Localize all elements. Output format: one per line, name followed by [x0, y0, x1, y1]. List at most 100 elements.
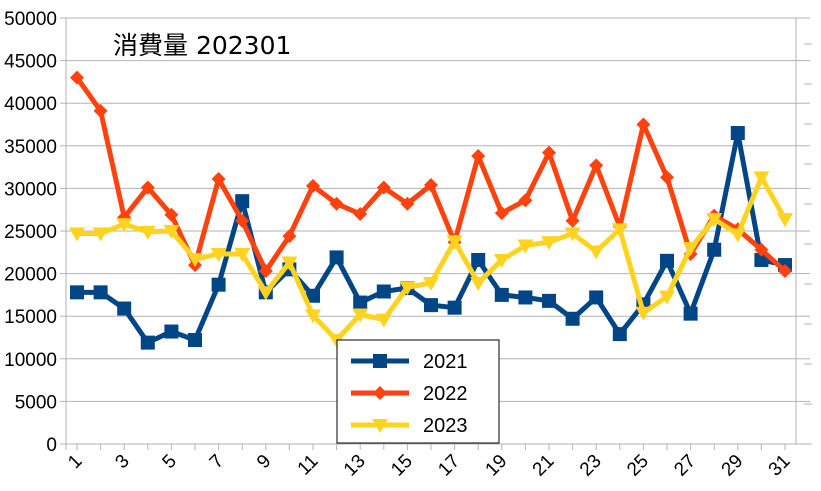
y-tick-label: 35000: [4, 137, 57, 158]
data-point: [730, 126, 745, 141]
y-tick-label: 40000: [4, 94, 57, 115]
data-point: [611, 223, 628, 238]
y-tick-label: 30000: [4, 179, 57, 200]
data-point: [542, 145, 556, 160]
data-point: [139, 225, 156, 240]
data-point: [518, 193, 533, 208]
data-point: [140, 335, 155, 350]
x-tick-label: 21: [529, 451, 559, 481]
legend-marker: [373, 354, 387, 368]
y-tick-label: 45000: [4, 52, 57, 73]
data-point: [164, 207, 179, 222]
legend-marker: [373, 386, 387, 400]
data-point: [399, 281, 416, 296]
data-point: [447, 300, 462, 315]
data-point: [117, 301, 132, 316]
data-point: [778, 264, 792, 279]
data-point: [612, 327, 627, 342]
data-point: [329, 250, 344, 265]
data-point: [210, 248, 227, 263]
series-lines: [69, 70, 793, 350]
x-tick-label: 15: [387, 451, 417, 481]
data-point: [493, 253, 510, 268]
data-point: [471, 149, 486, 164]
data-point: [565, 213, 580, 228]
legend-item: 2021: [351, 351, 468, 373]
series-2022: [70, 70, 792, 279]
data-point: [188, 333, 202, 348]
x-tick-label: 25: [623, 451, 653, 481]
data-point: [541, 236, 557, 251]
data-point: [163, 225, 180, 239]
data-point: [471, 252, 486, 267]
data-point: [211, 172, 226, 187]
data-point: [70, 285, 84, 300]
legend-marker: [372, 419, 388, 433]
data-point: [518, 290, 533, 305]
data-point: [306, 288, 320, 303]
legend-item: 2022: [351, 383, 468, 405]
y-tick-label: 5000: [15, 392, 57, 413]
data-point: [754, 252, 769, 267]
data-point: [589, 290, 604, 305]
data-point: [93, 103, 108, 118]
data-point: [140, 180, 155, 195]
data-point: [494, 206, 509, 221]
data-point: [564, 227, 581, 242]
data-point: [777, 213, 793, 228]
x-tick-label: 17: [434, 451, 464, 481]
data-point: [329, 196, 344, 211]
data-point: [164, 324, 179, 339]
data-point: [470, 276, 487, 291]
data-point: [69, 227, 85, 242]
data-point: [542, 293, 556, 308]
axes: [60, 17, 812, 450]
data-point: [753, 171, 770, 186]
x-tick-labels: 1 3 5 7 9 11 13 15 17 19 21 23 25 27 29 31: [64, 451, 794, 481]
x-tick-label: 9: [253, 451, 275, 473]
data-point: [281, 256, 298, 271]
data-point: [682, 242, 699, 257]
data-point: [707, 242, 722, 257]
data-point: [187, 253, 203, 268]
series-2023: [69, 171, 793, 349]
data-point: [93, 285, 108, 300]
data-point: [636, 117, 651, 132]
data-point: [635, 306, 652, 321]
data-point: [257, 286, 274, 301]
data-point: [353, 295, 368, 310]
y-tick-label: 15000: [4, 307, 57, 328]
data-point: [589, 158, 604, 173]
data-point: [235, 213, 250, 228]
y-tick-label: 50000: [4, 9, 57, 30]
data-point: [683, 306, 698, 321]
legend-label: 2022: [423, 383, 468, 405]
data-point: [258, 264, 273, 279]
data-point: [660, 170, 674, 185]
data-point: [235, 194, 250, 209]
chart-title: 消費量 202301: [113, 31, 291, 60]
data-point: [423, 276, 439, 291]
x-tick-label: 29: [718, 451, 748, 481]
x-tick-label: 3: [111, 451, 133, 473]
data-point: [424, 177, 438, 192]
x-tick-label: 1: [64, 451, 86, 473]
legend-item: 2023: [351, 415, 468, 437]
legend-label: 2021: [423, 351, 468, 373]
y-tick-label: 10000: [4, 350, 57, 371]
y-tick-label: 20000: [4, 265, 57, 286]
data-point: [400, 196, 415, 211]
data-point: [376, 180, 391, 195]
data-point: [306, 178, 320, 193]
x-tick-label: 19: [482, 451, 512, 481]
data-point: [729, 228, 746, 243]
data-point: [376, 284, 391, 299]
x-tick-label: 31: [765, 451, 795, 481]
data-point: [353, 206, 368, 221]
data-point: [70, 70, 84, 85]
data-point: [352, 308, 369, 323]
x-tick-label: 13: [340, 451, 370, 481]
x-tick-label: 7: [206, 451, 228, 473]
y-tick-labels: 0 5000 10000 15000 20000 25000 30000 35000 40000…: [4, 9, 57, 456]
x-tick-label: 11: [294, 451, 323, 480]
